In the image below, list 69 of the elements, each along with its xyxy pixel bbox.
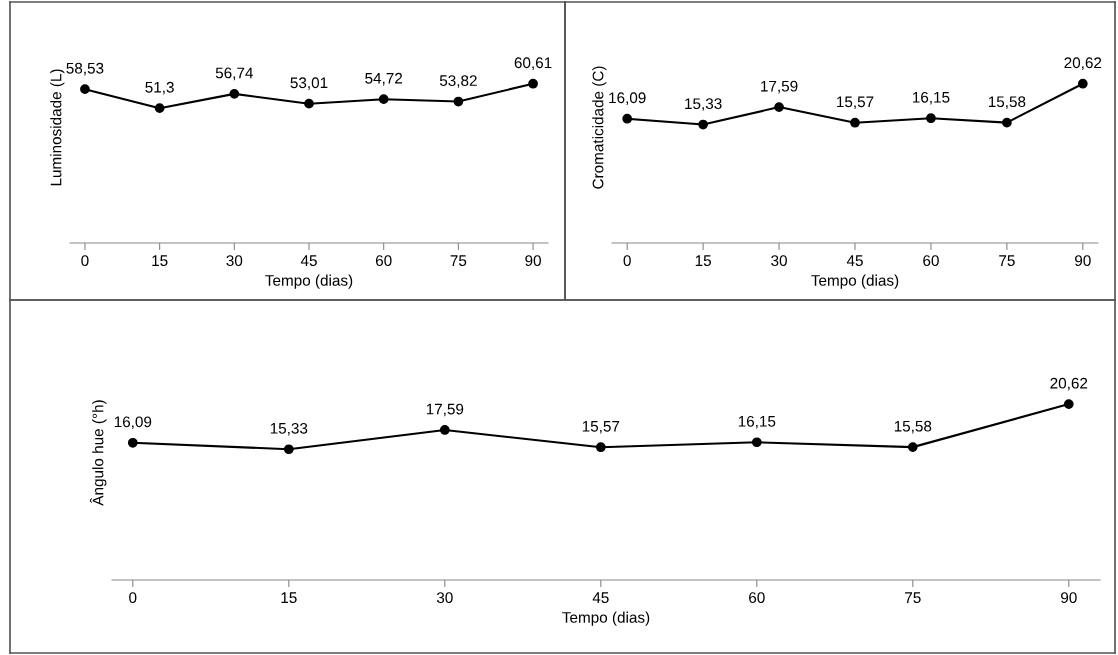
x-tick-label: 30 <box>771 255 787 267</box>
point <box>1063 399 1074 409</box>
point <box>1002 117 1012 128</box>
data-label: 53,82 <box>439 75 477 88</box>
point <box>304 98 314 109</box>
data-label: 51,3 <box>145 81 174 95</box>
x-tick-label: 45 <box>592 592 609 604</box>
x-tick-label: 90 <box>525 255 541 267</box>
x-tick-label: 0 <box>623 255 631 267</box>
x-tick-label: 60 <box>923 255 939 267</box>
y-axis-title: Cromaticidade (C) <box>592 66 607 189</box>
x-tick-label: 15 <box>152 255 168 267</box>
x-tick-label: 30 <box>226 255 243 267</box>
data-label: 58,53 <box>66 62 104 76</box>
point <box>907 442 918 452</box>
point <box>926 113 936 124</box>
data-label: 15,33 <box>685 98 722 111</box>
data-label: 17,59 <box>761 80 798 94</box>
x-tick-label: 0 <box>81 255 89 267</box>
point <box>154 103 165 114</box>
x-tick-label: 15 <box>281 592 297 604</box>
y-axis-title: Ângulo hue (°h) <box>89 400 107 506</box>
data-label: 60,61 <box>514 57 552 70</box>
point <box>528 78 538 89</box>
data-label: 15,33 <box>270 422 308 436</box>
x-tick-label: 30 <box>436 592 453 604</box>
x-axis-title: Tempo (dias) <box>811 274 899 289</box>
point <box>127 437 138 448</box>
x-tick-label: 75 <box>905 592 921 604</box>
data-label: 53,01 <box>290 77 328 90</box>
x-tick-label: 0 <box>129 592 137 604</box>
data-label: 15,57 <box>837 96 874 109</box>
data-label: 16,09 <box>609 92 646 105</box>
point <box>850 117 860 128</box>
point <box>439 425 450 435</box>
x-tick-label: 15 <box>695 255 711 267</box>
point <box>229 89 240 99</box>
x-tick-label: 45 <box>300 255 317 267</box>
y-axis-title: Luminosidade (L) <box>50 69 65 186</box>
data-label: 15,57 <box>582 421 620 434</box>
x-tick-label: 60 <box>749 592 765 604</box>
x-tick-label: 90 <box>1075 255 1091 267</box>
point <box>774 102 784 112</box>
data-label: 17,59 <box>426 403 464 417</box>
data-label: 16,15 <box>738 415 776 429</box>
data-label: 15,58 <box>988 96 1026 109</box>
point <box>453 96 464 107</box>
x-axis-title: Tempo (dias) <box>265 274 353 289</box>
data-label: 54,72 <box>365 72 403 86</box>
data-label: 16,09 <box>114 416 152 430</box>
point <box>80 84 90 95</box>
point <box>698 119 708 130</box>
x-axis-title: Tempo (dias) <box>562 611 650 626</box>
data-label: 16,15 <box>912 91 950 105</box>
point <box>283 444 294 455</box>
point <box>595 442 606 453</box>
point <box>1077 78 1088 89</box>
point <box>378 94 389 105</box>
x-tick-label: 60 <box>375 255 392 267</box>
data-label: 20,62 <box>1050 377 1088 391</box>
data-label: 15,58 <box>894 420 932 434</box>
data-label: 56,74 <box>215 67 253 81</box>
point <box>751 437 762 448</box>
x-tick-label: 75 <box>450 255 467 267</box>
point <box>622 113 633 124</box>
x-tick-label: 45 <box>846 255 863 267</box>
x-tick-label: 90 <box>1061 592 1077 604</box>
data-label: 20,62 <box>1064 57 1102 70</box>
x-tick-label: 75 <box>999 255 1015 267</box>
